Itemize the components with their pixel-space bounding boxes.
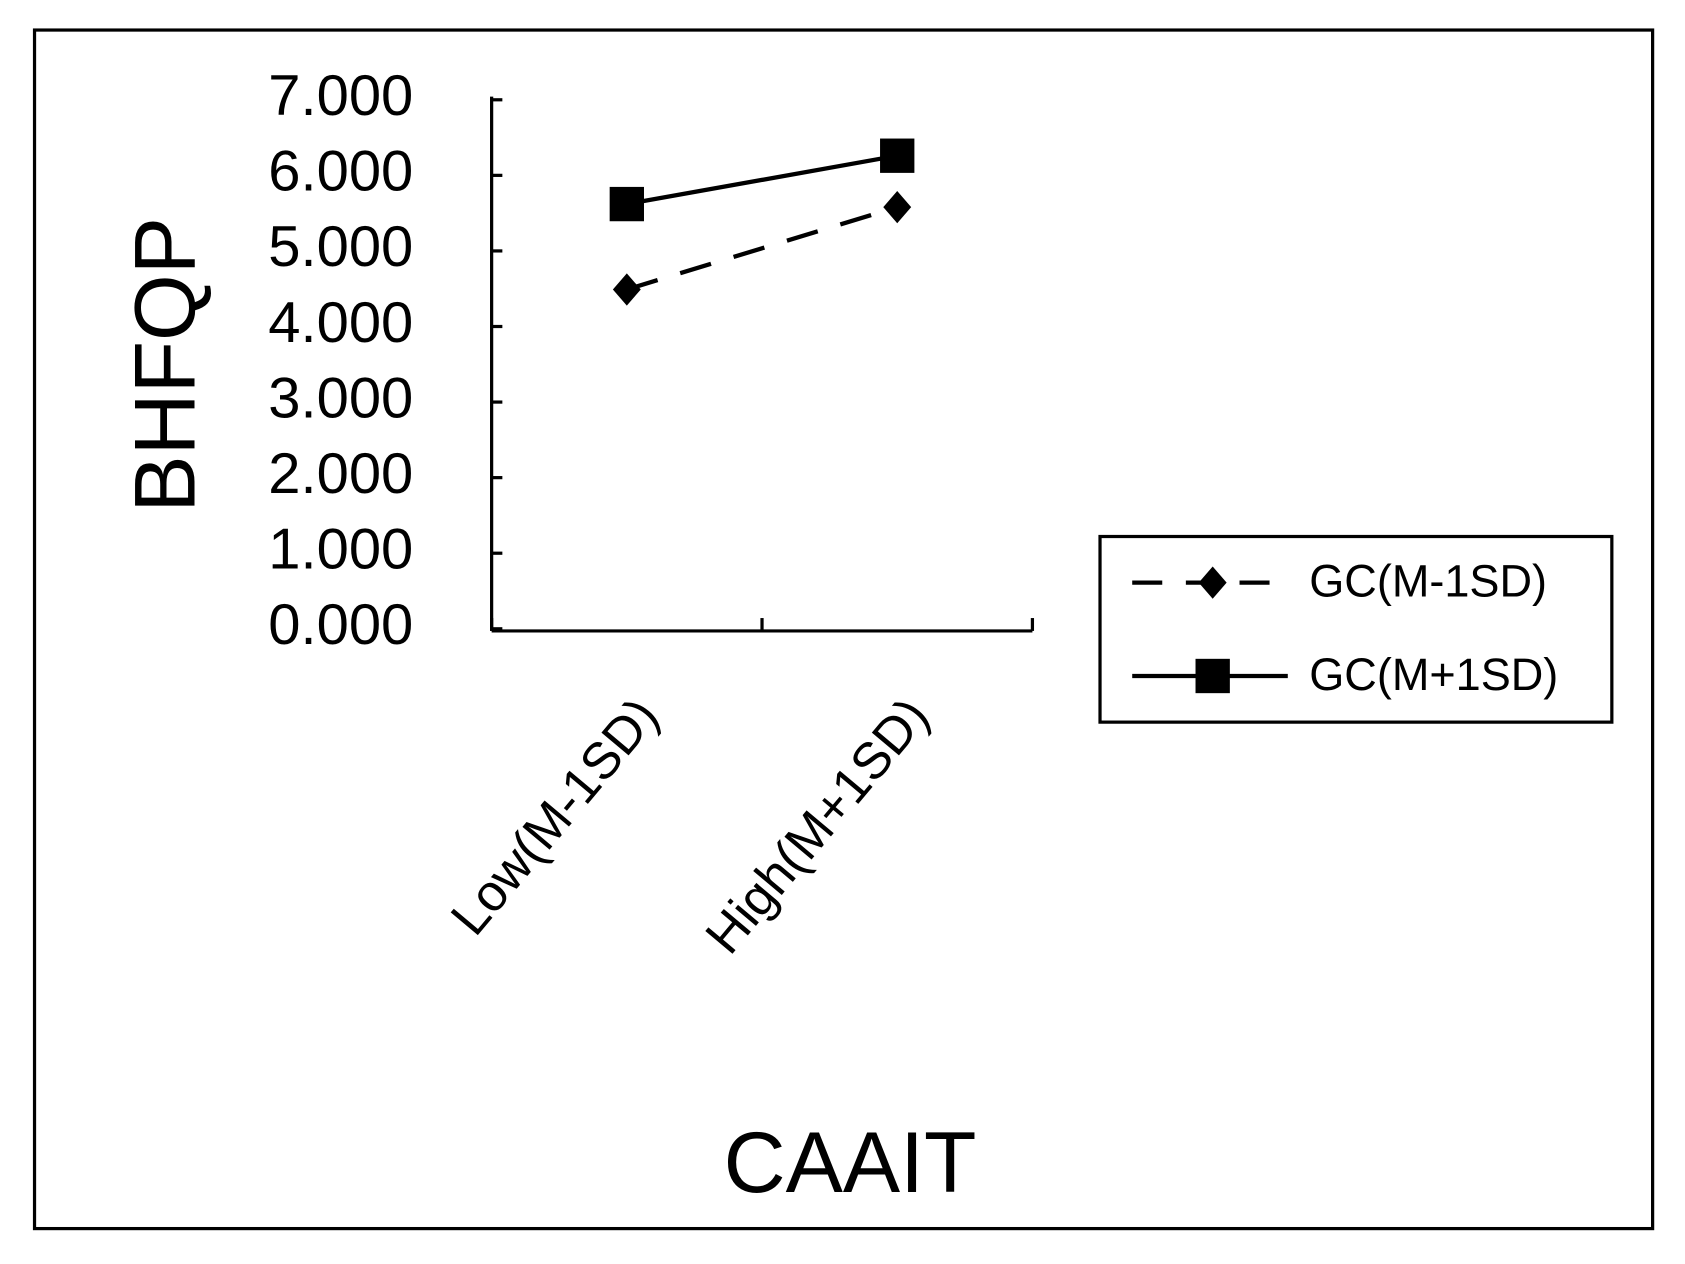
- y-tick-label: 1.000: [268, 518, 413, 582]
- legend-label: GC(M+1SD): [1309, 649, 1558, 700]
- series-line: [626, 205, 898, 292]
- x-axis-title: CAAIT: [724, 1115, 977, 1211]
- y-tick-label: 3.000: [268, 366, 413, 430]
- legend-marker: [1195, 658, 1230, 694]
- data-point: [609, 186, 644, 222]
- y-tick-label: 7.000: [268, 64, 413, 128]
- y-tick-label: 2.000: [268, 442, 413, 506]
- y-tick-label: 0.000: [268, 593, 413, 657]
- y-axis-title: BHFQP: [118, 217, 214, 513]
- y-tick-label: 5.000: [268, 215, 413, 279]
- series-line: [626, 153, 898, 207]
- legend-box: [1098, 534, 1614, 724]
- y-tick-label: 6.000: [268, 140, 413, 204]
- legend-label: GC(M-1SD): [1309, 556, 1547, 607]
- y-tick-label: 4.000: [268, 291, 413, 355]
- data-point: [612, 273, 641, 306]
- data-point: [880, 138, 915, 173]
